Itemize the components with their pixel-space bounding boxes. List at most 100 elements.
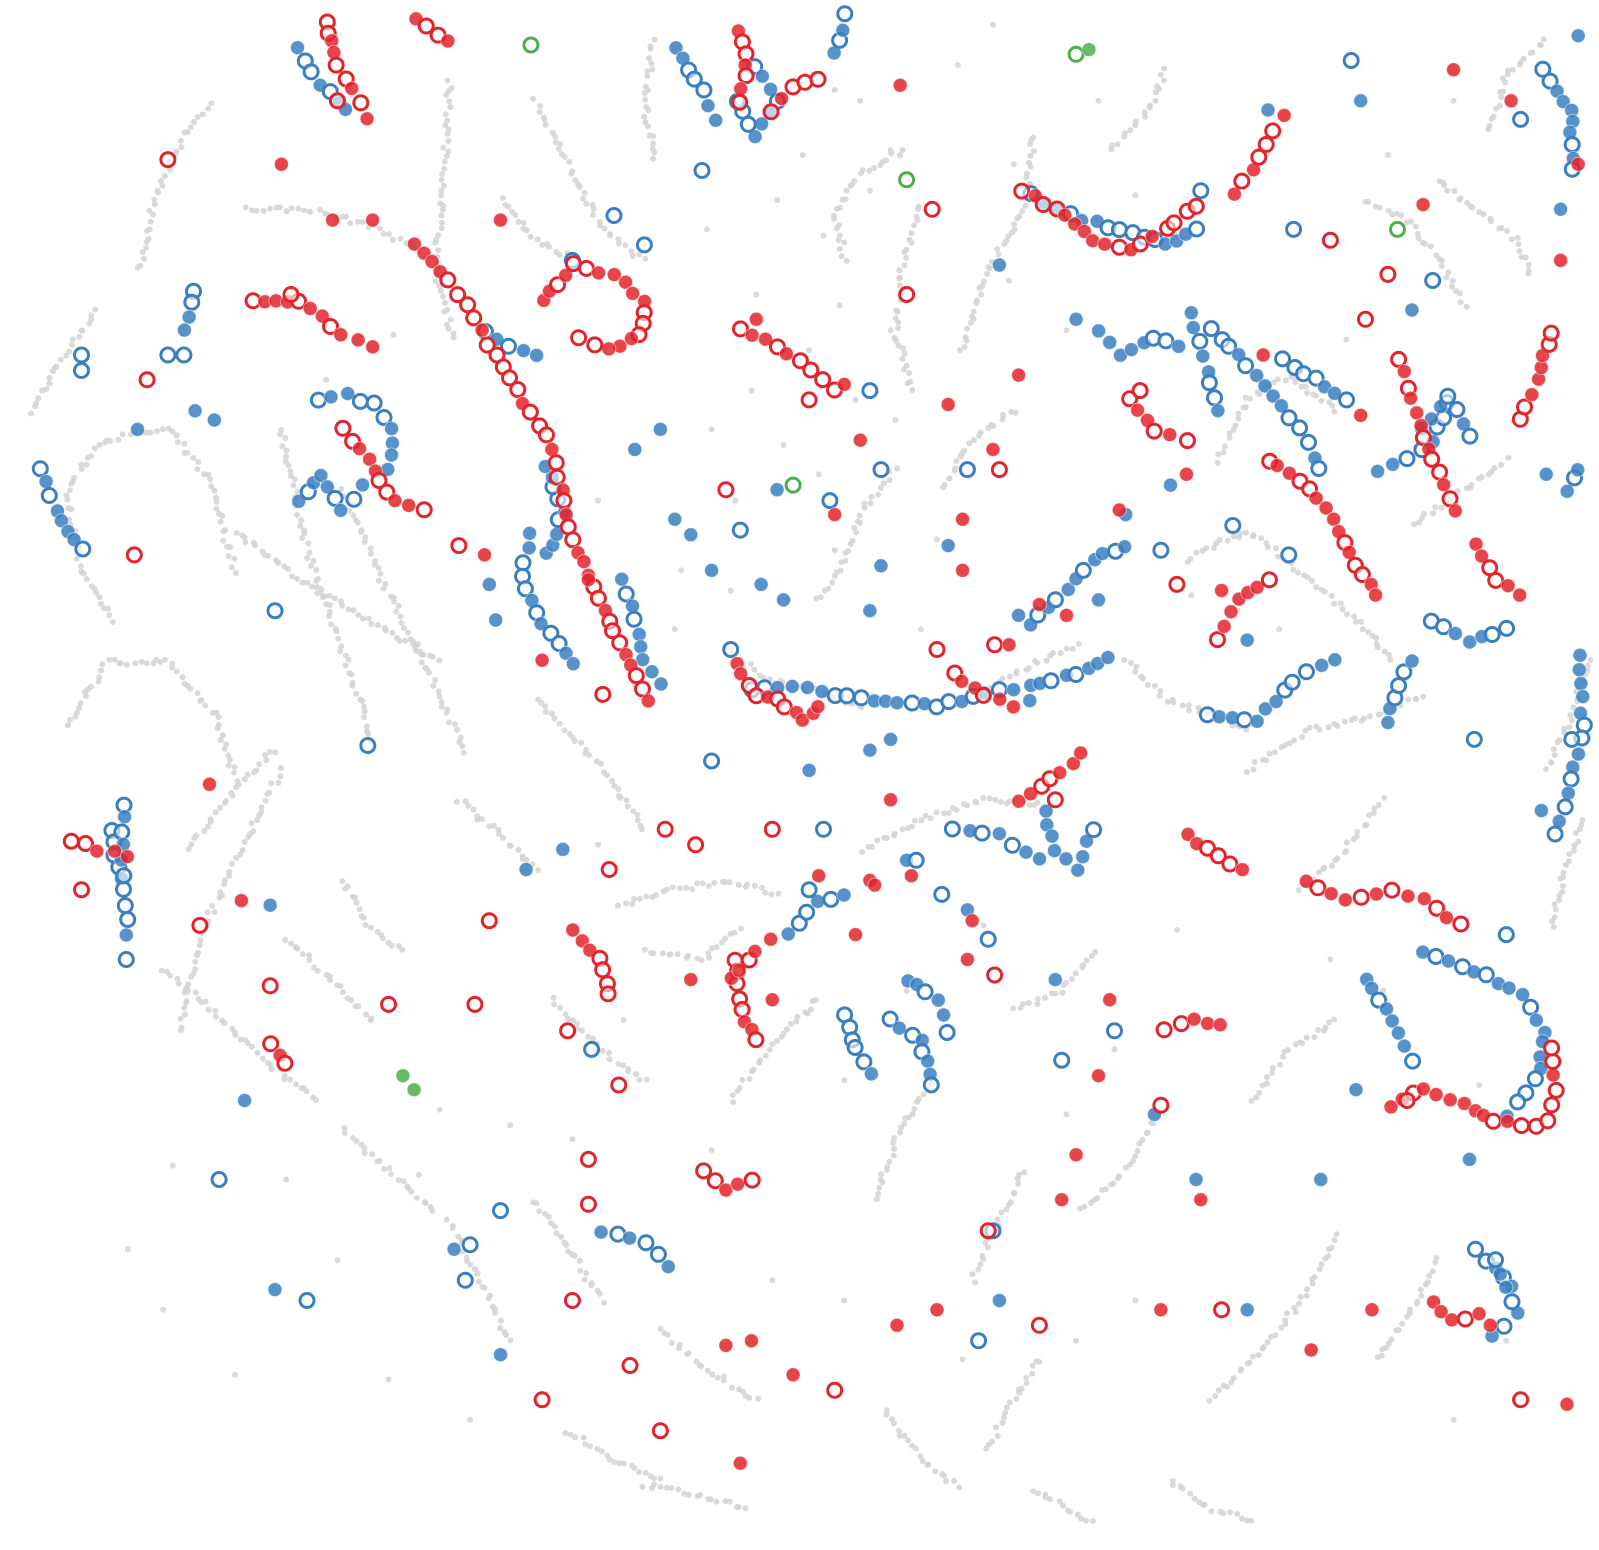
background-point xyxy=(355,612,362,618)
background-point xyxy=(634,811,641,818)
background-point xyxy=(138,658,145,665)
blue-point xyxy=(365,394,383,412)
background-point xyxy=(1006,673,1013,680)
background-point xyxy=(990,21,996,28)
background-point xyxy=(132,660,139,667)
red-point xyxy=(1547,1081,1565,1099)
blue-point xyxy=(703,752,721,770)
background-point xyxy=(664,1331,671,1338)
background-point xyxy=(581,190,588,196)
red-point xyxy=(687,836,705,854)
background-point xyxy=(258,804,265,811)
blue-point xyxy=(446,1241,462,1257)
background-point xyxy=(307,208,314,215)
red-point xyxy=(623,331,639,347)
background-point xyxy=(76,705,83,712)
background-point xyxy=(313,567,320,573)
background-point xyxy=(1060,1502,1067,1509)
blue-point xyxy=(776,592,791,608)
background-point xyxy=(1380,987,1387,994)
background-point xyxy=(379,935,386,942)
background-point xyxy=(622,242,629,249)
blue-point xyxy=(1571,662,1587,678)
background-point xyxy=(438,698,445,705)
background-point xyxy=(1418,1292,1425,1299)
background-point xyxy=(375,622,381,629)
background-point xyxy=(769,1277,776,1284)
background-point xyxy=(922,812,929,819)
background-point xyxy=(76,333,83,340)
blue-point xyxy=(753,576,769,592)
blue-point xyxy=(1068,311,1084,327)
red-point xyxy=(328,92,346,110)
green-point xyxy=(1081,42,1097,58)
blue-point xyxy=(1570,746,1586,762)
background-point xyxy=(1212,1393,1219,1400)
background-point xyxy=(1073,1337,1080,1344)
red-point xyxy=(406,236,422,252)
background-point xyxy=(1538,42,1544,49)
red-point xyxy=(1091,1068,1106,1084)
background-point xyxy=(1059,989,1066,996)
blue-point xyxy=(40,487,58,504)
background-point xyxy=(597,222,603,229)
background-point xyxy=(1193,549,1200,556)
background-point xyxy=(499,834,506,841)
blue-point xyxy=(492,1202,509,1220)
red-point xyxy=(478,336,496,354)
background-point xyxy=(178,1024,185,1031)
background-point xyxy=(1416,519,1423,526)
background-point xyxy=(1298,383,1305,390)
background-point xyxy=(1208,1508,1215,1515)
background-point xyxy=(569,1017,576,1024)
background-point xyxy=(1371,805,1378,812)
background-point xyxy=(202,702,209,709)
background-point xyxy=(1025,665,1032,671)
red-point xyxy=(601,341,617,357)
background-point xyxy=(503,1332,509,1338)
blue-point xyxy=(267,1282,283,1298)
background-point xyxy=(762,889,769,896)
red-point xyxy=(261,977,279,995)
background-point xyxy=(1043,657,1050,664)
background-point xyxy=(1449,283,1456,290)
blue-point xyxy=(1058,851,1074,867)
background-point xyxy=(396,637,403,644)
background-point xyxy=(906,236,913,243)
blue-point xyxy=(916,983,934,1001)
background-point xyxy=(465,802,472,809)
red-point xyxy=(538,426,555,444)
background-point xyxy=(294,488,301,495)
background-point xyxy=(954,62,961,69)
blue-point xyxy=(1314,657,1330,673)
background-point xyxy=(890,1152,897,1159)
red-point xyxy=(586,336,604,354)
background-point xyxy=(1187,1490,1194,1497)
background-point xyxy=(450,330,457,337)
background-point xyxy=(746,1076,753,1082)
background-point xyxy=(1157,687,1164,694)
blue-point xyxy=(1538,466,1554,482)
background-point xyxy=(490,822,497,829)
red-point xyxy=(365,212,381,228)
blue-point xyxy=(1313,1172,1329,1187)
blue-point xyxy=(1498,1279,1514,1295)
background-point xyxy=(1567,712,1574,718)
background-point xyxy=(1015,1180,1022,1187)
red-point xyxy=(883,792,899,808)
background-point xyxy=(69,336,76,343)
background-point xyxy=(738,925,745,932)
background-point xyxy=(1089,1518,1096,1524)
background-point xyxy=(1290,566,1297,573)
background-point xyxy=(583,1270,590,1277)
red-point xyxy=(1226,186,1242,202)
background-point xyxy=(46,374,53,381)
background-point xyxy=(405,629,411,636)
background-point xyxy=(231,769,238,776)
background-point xyxy=(556,251,563,258)
blue-point xyxy=(903,694,921,712)
red-point xyxy=(262,1035,280,1053)
background-point xyxy=(1450,97,1457,104)
background-point xyxy=(1385,207,1392,214)
background-point xyxy=(807,1006,814,1013)
